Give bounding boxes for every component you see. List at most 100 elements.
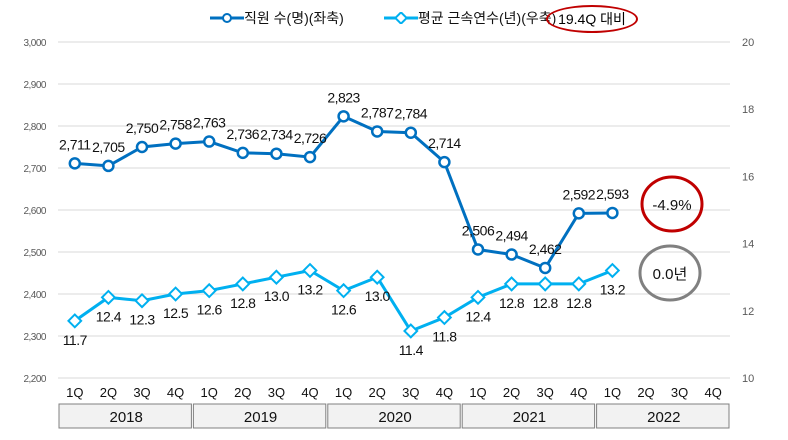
year-label: 2018 (110, 409, 143, 426)
tenure-point (100, 289, 117, 306)
left-tick-label: 2,800 (23, 122, 46, 133)
legend-label: 평균 근속연수(년)(우축) (417, 10, 557, 26)
employees-data-label: 2,736 (227, 126, 260, 142)
right-tick-label: 10 (742, 373, 754, 385)
comparison-badge: 19.4Q 대비 (546, 5, 638, 33)
x-tick-label: 3Q (268, 385, 285, 400)
x-tick-label: 4Q (570, 385, 587, 400)
tenure-data-label: 13.2 (297, 281, 323, 297)
x-tick-label: 3Q (402, 385, 419, 400)
tenure-data-label: 12.5 (163, 305, 189, 321)
employees-point (135, 140, 149, 154)
tenure-data-label: 11.7 (63, 332, 88, 348)
employees-point (538, 261, 552, 275)
x-tick-label: 2Q (503, 385, 520, 400)
employees-point (505, 248, 518, 261)
tenure-change-label: 0.0년 (653, 266, 688, 283)
tenure-point (167, 286, 184, 302)
tenure-point (67, 313, 83, 329)
employees-data-label: 2,705 (92, 139, 125, 155)
tenure-point (268, 269, 285, 285)
year-box (596, 403, 730, 429)
legend: 직원 수(명)(좌축) 평균 근속연수(년)(우축) (210, 8, 596, 28)
employees-data-label: 2,784 (395, 106, 428, 122)
employees-point (370, 125, 384, 138)
employees-data-label: 2,592 (563, 186, 596, 202)
employees-point (169, 137, 182, 150)
tenure-point (369, 269, 385, 285)
employees-point (471, 243, 485, 256)
x-tick-label: 2Q (637, 385, 654, 400)
employees-data-label: 2,763 (193, 115, 226, 131)
x-tick-label: 1Q (335, 385, 352, 400)
year-label: 2021 (513, 409, 546, 426)
x-tick-label: 3Q (133, 385, 150, 400)
tenure-data-label: 12.8 (533, 295, 559, 311)
right-tick-label: 18 (742, 104, 754, 116)
tenure-data-label: 12.8 (499, 295, 525, 311)
x-tick-label: 4Q (436, 385, 453, 400)
employee-change-label: -4.9% (652, 197, 691, 214)
change-circle (640, 175, 704, 233)
employees-data-label: 2,593 (596, 186, 629, 202)
tenure-data-label: 13.2 (600, 281, 626, 297)
tenure-point (503, 276, 520, 292)
right-tick-label: 12 (742, 306, 754, 318)
tenure-data-label: 13.0 (264, 288, 290, 304)
left-tick-label: 2,700 (23, 164, 46, 175)
employees-point (236, 146, 250, 160)
change-circle (638, 244, 702, 302)
employees-data-label: 2,462 (529, 241, 562, 257)
tenure-point (201, 282, 217, 299)
left-tick-label: 2,900 (23, 80, 46, 91)
legend-circle-marker-icon (210, 13, 244, 23)
tenure-data-label: 11.8 (432, 329, 457, 345)
employees-point (270, 147, 283, 160)
legend-employees: 직원 수(명)(좌축) (210, 8, 344, 28)
x-tick-label: 1Q (66, 385, 83, 400)
x-tick-label: 1Q (469, 385, 486, 400)
left-tick-label: 3,000 (23, 38, 46, 49)
employees-point (102, 159, 115, 173)
tenure-data-label: 11.4 (399, 342, 424, 358)
year-box (461, 403, 596, 429)
employees-data-label: 2,750 (126, 120, 159, 136)
tenure-data-label: 12.6 (197, 302, 223, 318)
legend-tenure: 평균 근속연수(년)(우축) (383, 8, 557, 28)
year-box (192, 403, 327, 429)
right-tick-label: 20 (742, 37, 754, 49)
x-tick-label: 2Q (100, 385, 117, 400)
right-tick-label: 16 (742, 171, 754, 183)
tenure-point (436, 309, 453, 326)
left-tick-label: 2,500 (23, 248, 46, 259)
employees-data-label: 2,758 (159, 117, 192, 133)
year-label: 2020 (378, 409, 411, 426)
employees-data-label: 2,506 (462, 222, 495, 238)
legend-diamond-marker-icon (383, 12, 418, 24)
employees-data-label: 2,494 (495, 228, 528, 244)
tenure-point (470, 289, 486, 306)
right-tick-label: 14 (742, 239, 754, 251)
tenure-data-label: 13.0 (365, 288, 391, 304)
tenure-point (604, 262, 621, 279)
employees-point (68, 157, 82, 170)
tenure-point (302, 262, 318, 279)
tenure-data-label: 12.6 (331, 302, 357, 318)
tenure-point (537, 276, 553, 292)
employees-data-label: 2,711 (59, 136, 91, 152)
employees-data-label: 2,726 (294, 130, 327, 146)
left-tick-label: 2,400 (23, 290, 46, 301)
tenure-point (571, 276, 587, 292)
left-tick-label: 2,200 (23, 374, 46, 385)
employees-point (404, 126, 418, 139)
tenure-point (403, 323, 419, 339)
tenure-data-label: 12.4 (465, 308, 491, 324)
employees-data-label: 2,823 (327, 89, 360, 105)
legend-label: 직원 수(명)(좌축) (244, 10, 344, 26)
x-tick-label: 1Q (604, 385, 621, 400)
x-tick-label: 3Q (671, 385, 688, 400)
year-box (327, 403, 461, 429)
x-tick-label: 3Q (537, 385, 554, 400)
tenure-data-label: 12.3 (129, 312, 155, 328)
